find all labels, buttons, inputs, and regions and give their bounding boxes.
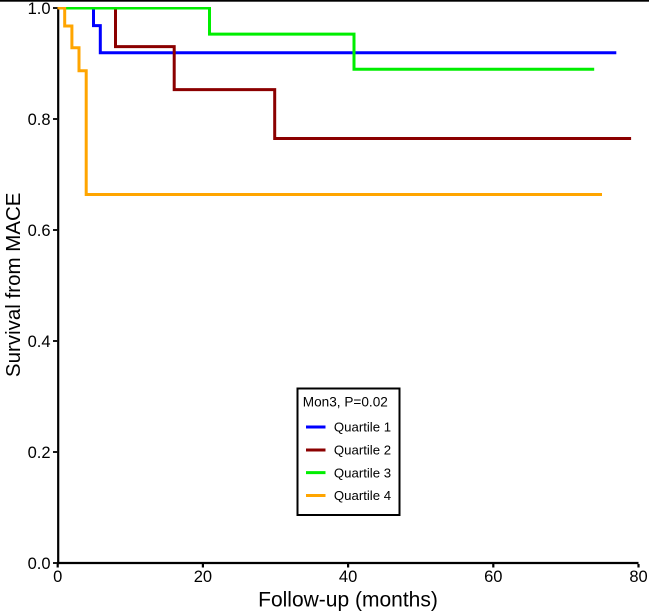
svg-text:80: 80 xyxy=(629,568,647,586)
svg-text:Quartile 4: Quartile 4 xyxy=(334,488,391,503)
svg-text:1.0: 1.0 xyxy=(28,0,51,18)
svg-text:Quartile 1: Quartile 1 xyxy=(334,420,391,435)
svg-text:Survival from MACE: Survival from MACE xyxy=(2,193,25,378)
svg-text:0.0: 0.0 xyxy=(28,555,51,573)
svg-text:Quartile 3: Quartile 3 xyxy=(334,465,391,480)
svg-text:0.4: 0.4 xyxy=(28,333,51,351)
svg-text:60: 60 xyxy=(484,568,502,586)
svg-text:0.6: 0.6 xyxy=(28,222,51,240)
svg-text:0.2: 0.2 xyxy=(28,444,51,462)
svg-text:Mon3, P=0.02: Mon3, P=0.02 xyxy=(303,395,388,410)
svg-text:0.8: 0.8 xyxy=(28,111,51,129)
svg-text:Follow-up (months): Follow-up (months) xyxy=(258,589,438,612)
svg-text:40: 40 xyxy=(339,568,357,586)
svg-text:20: 20 xyxy=(194,568,212,586)
svg-text:0: 0 xyxy=(53,568,62,586)
svg-text:Quartile 2: Quartile 2 xyxy=(334,443,391,458)
